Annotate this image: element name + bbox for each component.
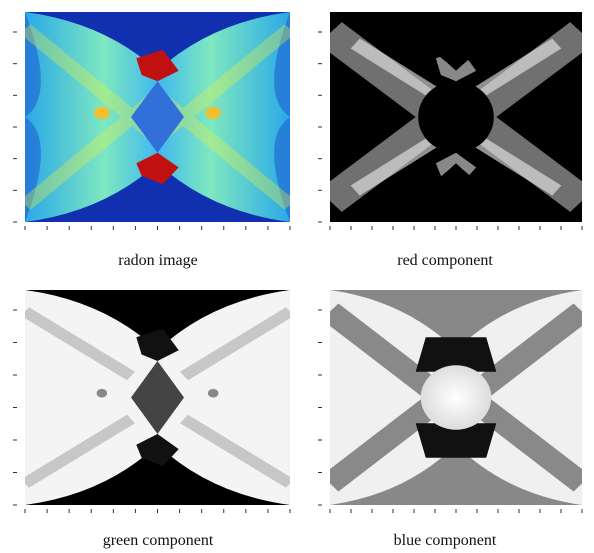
green-component bbox=[25, 290, 290, 505]
blue-component bbox=[330, 290, 582, 505]
red-component bbox=[330, 12, 582, 222]
caption: green component bbox=[103, 532, 214, 549]
caption: blue component bbox=[394, 532, 497, 549]
caption: red component bbox=[397, 252, 493, 269]
radon-image bbox=[25, 12, 290, 222]
caption: radon image bbox=[118, 252, 198, 269]
